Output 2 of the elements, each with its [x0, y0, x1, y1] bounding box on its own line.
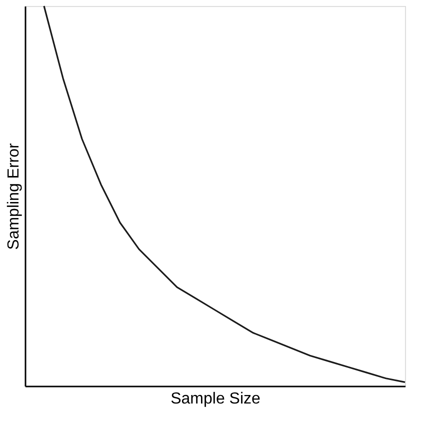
y-axis-title: Sampling Error [6, 142, 22, 250]
x-axis-title: Sample Size [170, 390, 261, 408]
